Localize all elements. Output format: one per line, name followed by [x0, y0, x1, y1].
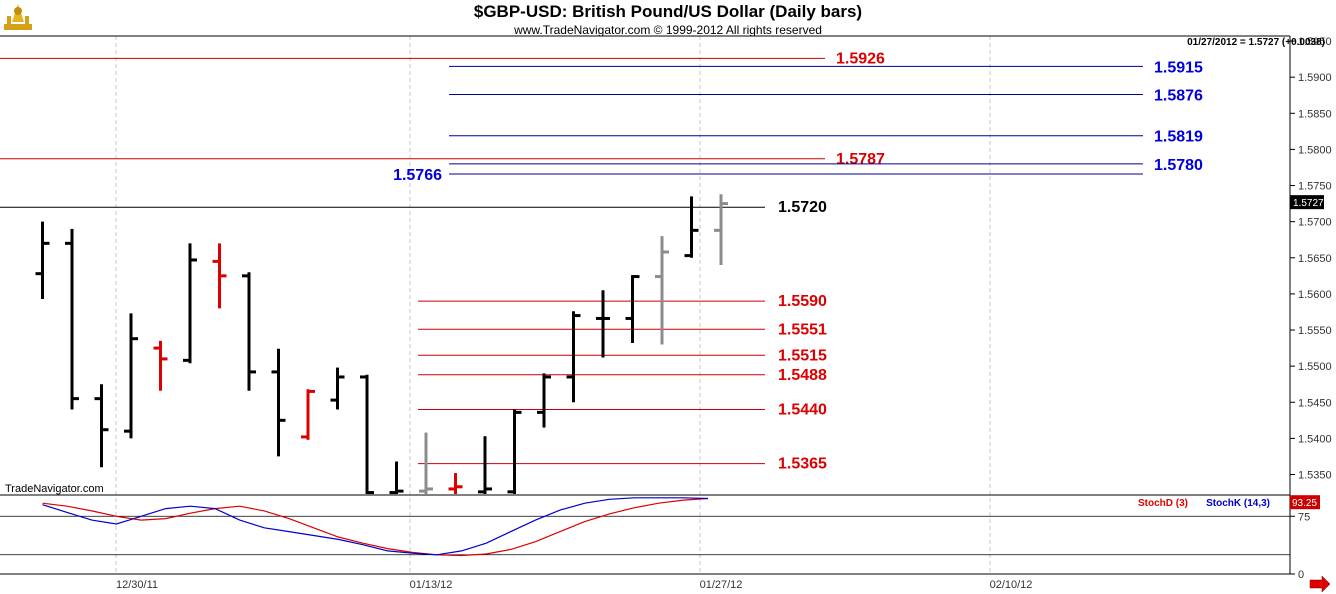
- fib-level-red-label: 1.5440: [778, 401, 827, 418]
- ohlc-bar: [330, 367, 345, 410]
- fib-level-blue-label: 1.5780: [1154, 157, 1203, 174]
- ohlc-bar: [153, 340, 168, 391]
- stochd-legend: StochD (3): [1138, 498, 1188, 509]
- ohlc-bar: [301, 389, 315, 440]
- x-tick-label: 01/27/12: [700, 579, 743, 591]
- y-tick-label: 1.5800: [1298, 144, 1332, 156]
- last-price-label: 1.5727: [1293, 198, 1324, 209]
- stochd-line: [42, 497, 709, 557]
- y-tick-label: 1.5400: [1298, 433, 1332, 445]
- ohlc-bar: [478, 436, 492, 494]
- chart-subtitle: www.TradeNavigator.com © 1999-2012 All r…: [514, 23, 822, 37]
- y-tick-label: 1.5850: [1298, 108, 1332, 120]
- last-quote-text: 01/27/2012 = 1.5727 (+0.0038): [1187, 37, 1325, 48]
- ohlc-bar: [507, 409, 522, 494]
- fib-level-red-label: 1.5787: [836, 151, 885, 168]
- ohlc-bar: [448, 473, 463, 494]
- ohlc-bar: [566, 311, 581, 403]
- ohlc-bars: [35, 194, 728, 495]
- ohlc-bar: [684, 196, 699, 258]
- last-price-marker: [1290, 195, 1324, 210]
- y-tick-label: 1.5600: [1298, 289, 1332, 301]
- chart-title: $GBP-USD: British Pound/US Dollar (Daily…: [473, 2, 863, 21]
- ohlc-bar: [625, 275, 640, 344]
- ohlc-bar: [389, 461, 404, 495]
- resistance-level-label: 1.5720: [778, 199, 827, 216]
- indicator-tick-label: 75: [1298, 511, 1310, 523]
- ohlc-bar: [360, 374, 374, 495]
- ohlc-bar: [714, 194, 728, 265]
- y-tick-label: 1.5950: [1298, 36, 1332, 48]
- tradenavigator-logo-icon: [2, 2, 34, 32]
- y-tick-label: 1.5700: [1298, 217, 1332, 229]
- stochastic-indicator: [0, 497, 1290, 557]
- indicator-value-label: 93.25: [1292, 498, 1317, 509]
- ohlc-bar: [94, 384, 109, 468]
- y-tick-label: 1.5500: [1298, 361, 1332, 373]
- fib-level-blue-label: 1.5876: [1154, 88, 1203, 105]
- ohlc-bar: [212, 243, 227, 309]
- ohlc-bar: [35, 221, 50, 299]
- chart-axes: 12/30/11 01/13/12 01/27/12 02/10/12 1.5950 1.…: [0, 35, 1332, 591]
- ohlc-bar: [419, 432, 433, 494]
- fib-level-blue-label: 1.5766: [393, 167, 442, 184]
- scroll-right-button[interactable]: [1309, 575, 1331, 593]
- ohlc-bar: [124, 313, 138, 439]
- fib-level-red-label: 1.5488: [778, 367, 827, 384]
- fib-level-red-label: 1.5590: [778, 293, 827, 310]
- x-tick-label: 01/13/12: [410, 579, 453, 591]
- fib-level-red-label: 1.5926: [836, 50, 885, 67]
- y-tick-label: 1.5650: [1298, 253, 1332, 265]
- fib-level-blue-label: 1.5819: [1154, 129, 1203, 146]
- y-tick-label: 1.5900: [1298, 72, 1332, 84]
- ohlc-bar: [242, 272, 256, 391]
- ohlc-bar: [596, 290, 610, 358]
- x-tick-label: 02/10/12: [990, 579, 1033, 591]
- stochk-line: [42, 497, 709, 556]
- ohlc-bar: [271, 348, 286, 457]
- fib-level-red-label: 1.5515: [778, 347, 827, 364]
- fib-levels: 1.5926 1.5787 1.5590 1.5551 1.5515 1.5488 1.54…: [0, 50, 1203, 473]
- fib-level-red-label: 1.5551: [778, 321, 827, 338]
- y-tick-label: 1.5750: [1298, 181, 1332, 193]
- indicator-tick-label: 0: [1298, 569, 1304, 581]
- chart-grid: [115, 36, 991, 574]
- ohlc-bar: [65, 228, 79, 410]
- ohlc-bar: [183, 243, 197, 364]
- stochk-legend: StochK (14,3): [1206, 498, 1270, 509]
- y-tick-label: 1.5350: [1298, 469, 1332, 481]
- fib-level-red-label: 1.5365: [778, 456, 827, 473]
- ohlc-bar: [537, 373, 551, 428]
- fib-level-blue-label: 1.5915: [1154, 59, 1203, 76]
- y-tick-label: 1.5450: [1298, 397, 1332, 409]
- ohlc-bar: [655, 236, 669, 345]
- y-tick-label: 1.5550: [1298, 325, 1332, 337]
- watermark-text: TradeNavigator.com: [5, 483, 104, 495]
- indicator-value-marker: [1290, 495, 1320, 510]
- x-tick-label: 12/30/11: [116, 579, 158, 591]
